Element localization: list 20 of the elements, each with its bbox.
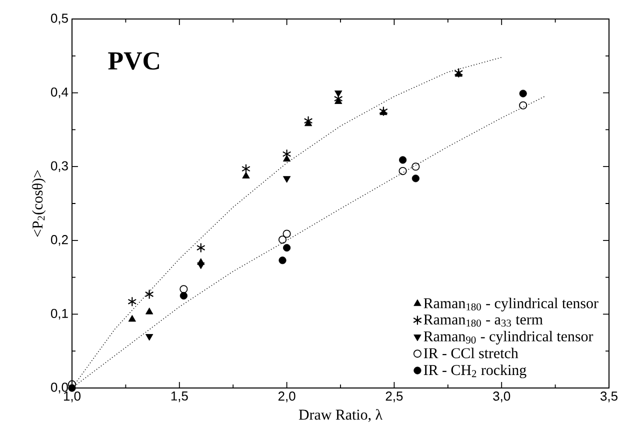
x-tick-label: 3,5 [600,392,618,402]
y-axis-title: <P$_{2}$(cosθ)> [32,170,46,237]
x-axis-title: Draw Ratio, λ [298,409,382,422]
y-tick-label: 0,2 [50,235,68,246]
y-tick-label: 0,5 [50,14,68,24]
y-tick-label: 0,0 [50,382,68,394]
legend-label: IR - CH$_{2}$ rocking [424,364,526,378]
y-tick-label: 0,1 [50,308,68,320]
x-tick-label: 1,0 [64,392,81,402]
y-tick-label: 0,3 [50,161,68,172]
legend-label: Raman$_{180}$ - a$_{33}$ term [424,314,543,327]
x-tick-label: 2,0 [278,392,296,402]
legend-label: Raman$_{180}$ - cylindrical tensor [424,298,598,312]
x-tick-label: 2,5 [386,392,403,402]
x-tick-label: 3,0 [493,392,510,402]
y-tick-label: 0,4 [50,87,68,98]
x-tick-label: 1,5 [171,392,188,402]
text: PVC [108,52,160,70]
legend-label: IR - CCl stretch [424,348,518,358]
legend-label: Raman$_{90}$ - cylindrical tensor [424,330,594,344]
